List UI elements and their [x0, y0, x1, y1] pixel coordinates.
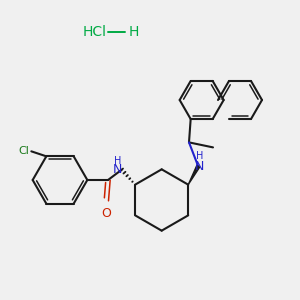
Text: Cl: Cl	[18, 146, 29, 156]
Text: H: H	[114, 156, 122, 166]
Text: HCl: HCl	[83, 25, 107, 39]
Text: O: O	[101, 207, 111, 220]
Text: H: H	[128, 25, 139, 39]
Text: N: N	[113, 163, 122, 176]
Text: H: H	[196, 151, 204, 161]
Polygon shape	[188, 166, 200, 185]
Text: N: N	[195, 160, 205, 173]
